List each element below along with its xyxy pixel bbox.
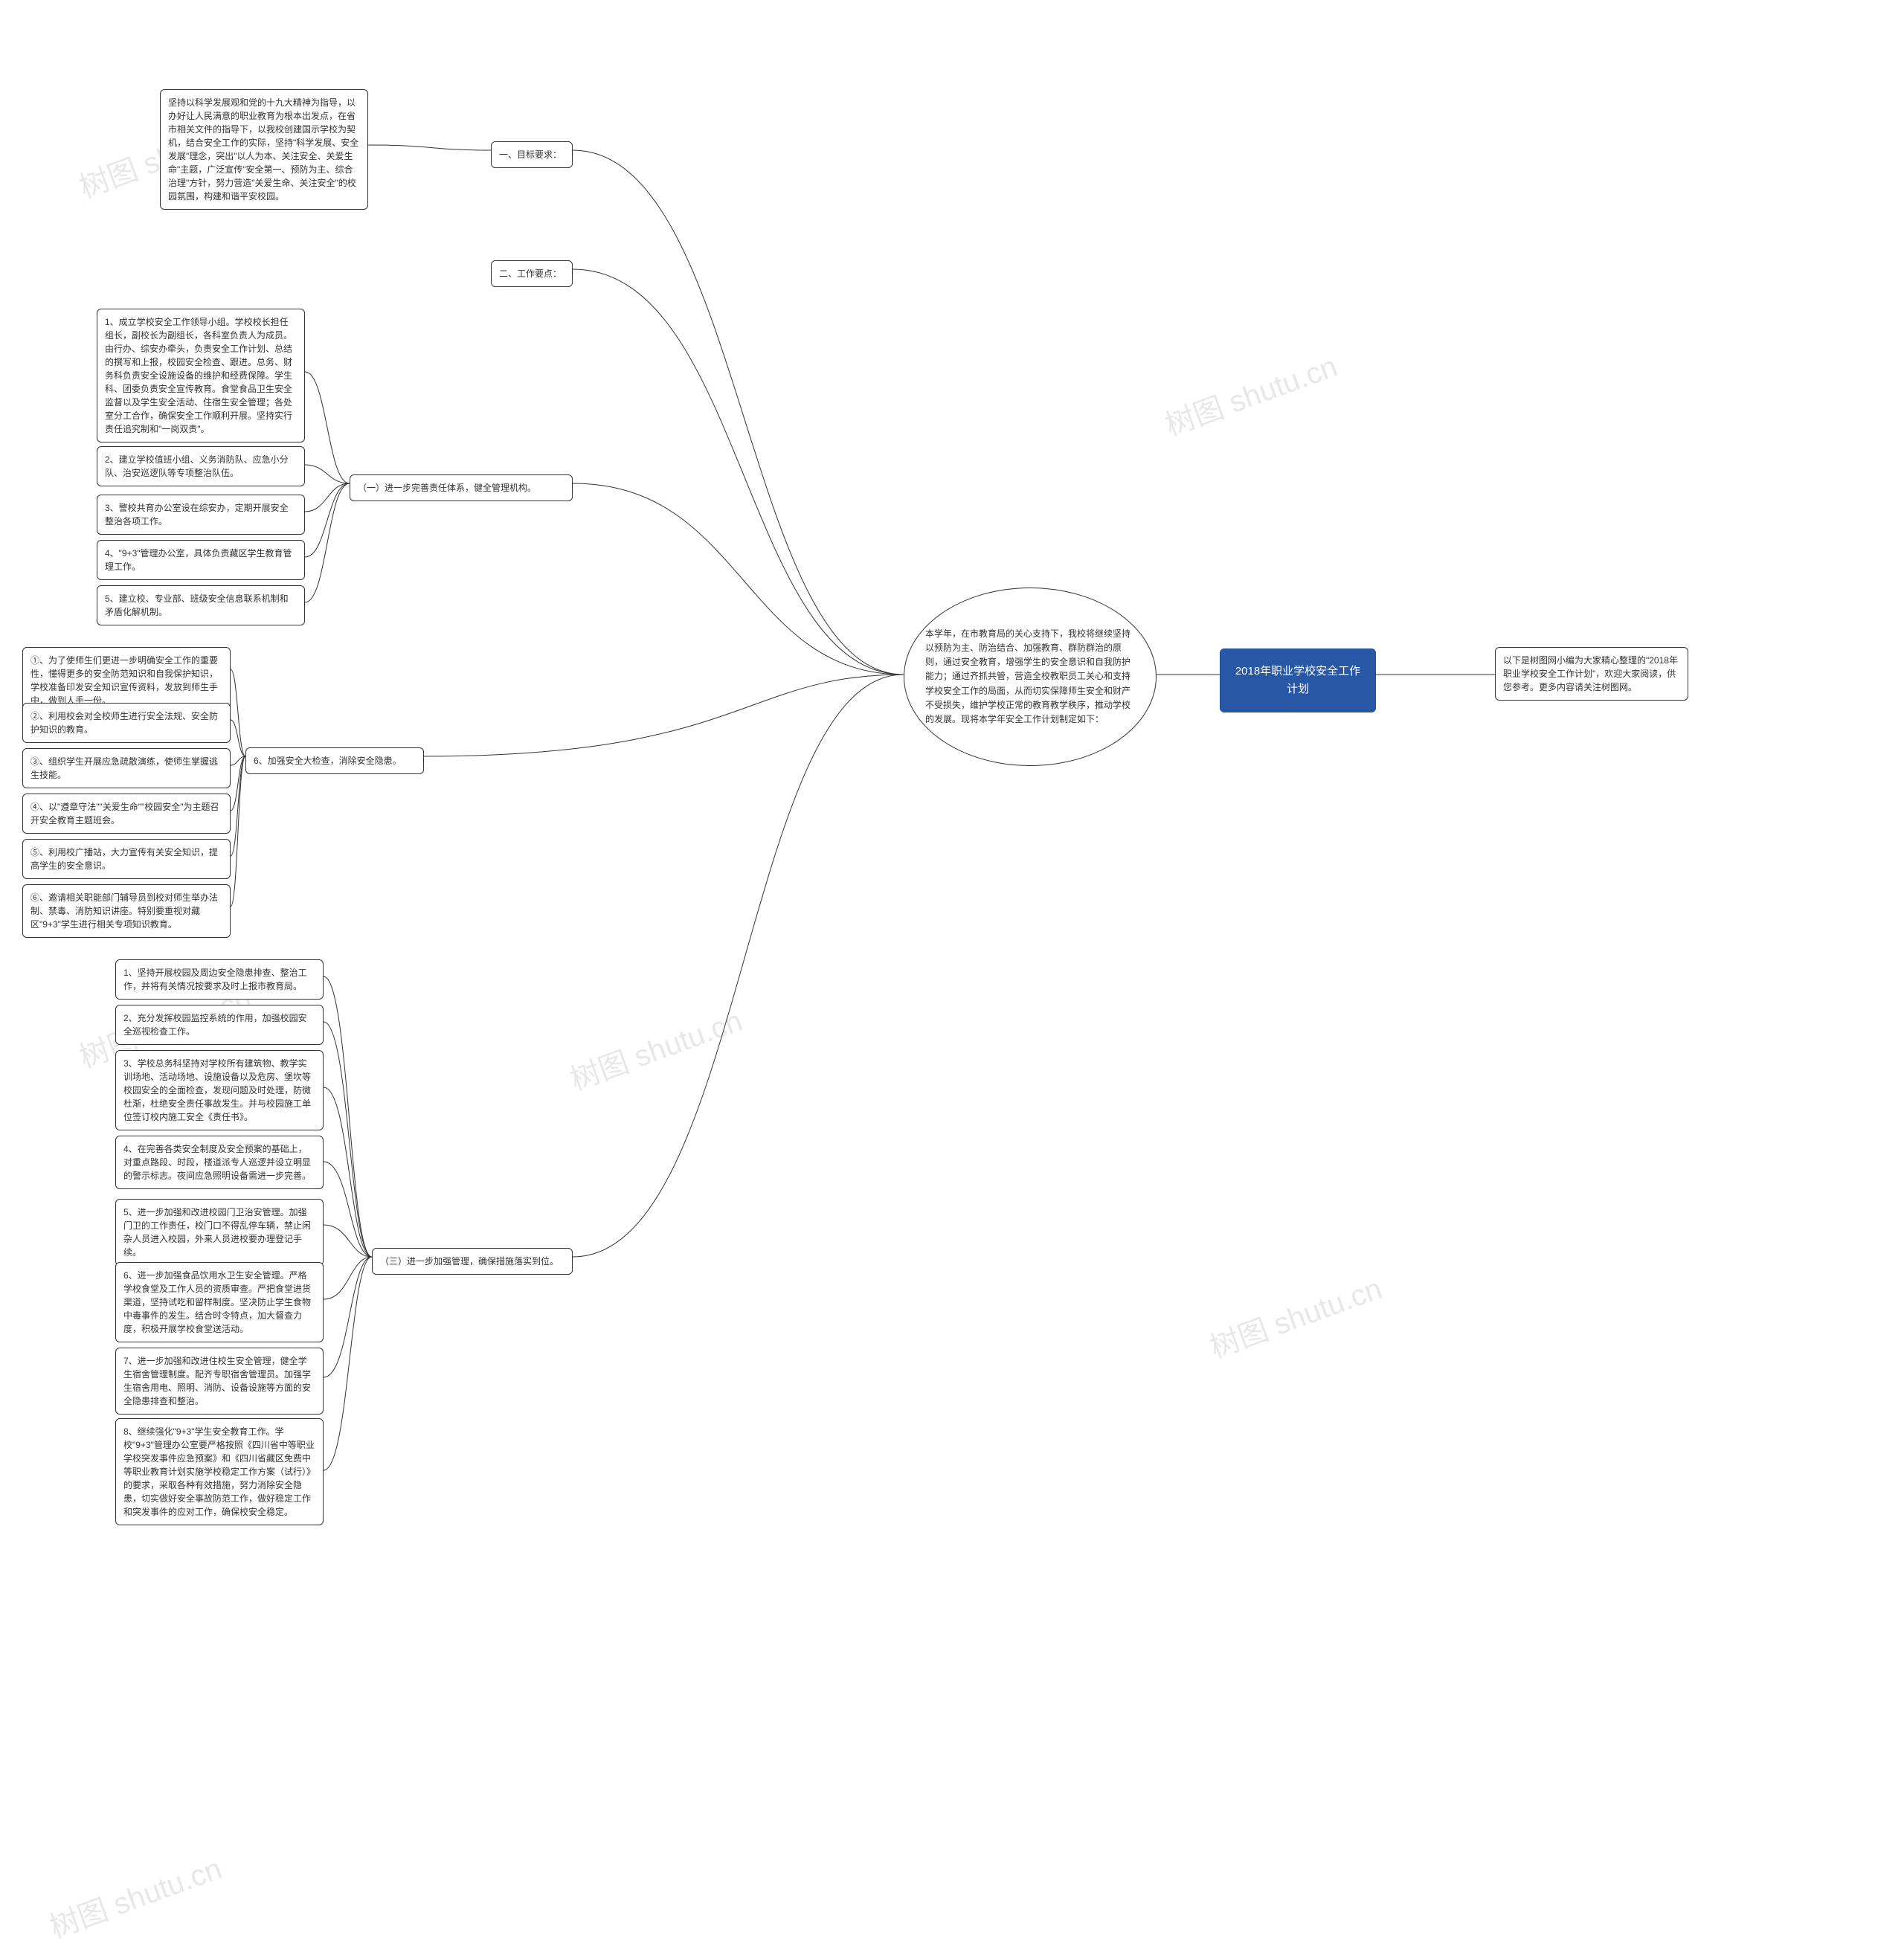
root-node[interactable]: 2018年职业学校安全工作计划 [1220, 649, 1376, 712]
responsibility-item: 5、建立校、专业部、班级安全信息联系机制和矛盾化解机制。 [97, 585, 305, 625]
management-item: 2、充分发挥校园监控系统的作用，加强校园安全巡视检查工作。 [115, 1005, 324, 1045]
management-item: 7、进一步加强和改进住校生安全管理，健全学生宿舍管理制度。配齐专职宿舍管理员。加… [115, 1348, 324, 1415]
inspection-item: ⑤、利用校广播站，大力宣传有关安全知识，提高学生的安全意识。 [22, 839, 231, 879]
l1-management-heading[interactable]: （三）进一步加强管理，确保措施落实到位。 [372, 1248, 573, 1275]
l1-responsibility-heading[interactable]: （一）进一步完善责任体系，健全管理机构。 [350, 474, 573, 501]
inspection-item: ④、以"遵章守法""关爱生命""校园安全"为主题召开安全教育主题班会。 [22, 794, 231, 834]
management-item: 4、在完善各类安全制度及安全预案的基础上，对重点路段、时段，楼道派专人巡逻并设立… [115, 1136, 324, 1189]
watermark: 树图 shutu.cn [42, 1844, 227, 1946]
l1-points-heading[interactable]: 二、工作要点： [491, 260, 573, 287]
watermark: 树图 shutu.cn [1203, 1264, 1387, 1366]
intro-text: 本学年，在市教育局的关心支持下，我校将继续坚持以预防为主、防治结合、加强教育、群… [925, 627, 1135, 727]
inspection-item: ②、利用校会对全校师生进行安全法规、安全防护知识的教育。 [22, 703, 231, 743]
watermark: 树图 shutu.cn [563, 997, 747, 1098]
management-item: 5、进一步加强和改进校园门卫治安管理。加强门卫的工作责任，校门口不得乱停车辆，禁… [115, 1199, 324, 1266]
intro-bubble: 本学年，在市教育局的关心支持下，我校将继续坚持以预防为主、防治结合、加强教育、群… [904, 588, 1157, 766]
management-item: 6、进一步加强食品饮用水卫生安全管理。严格学校食堂及工作人员的资质审查。严把食堂… [115, 1262, 324, 1342]
l1-inspection-heading[interactable]: 6、加强安全大检查，消除安全隐患。 [245, 747, 424, 774]
watermark: 树图 shutu.cn [1158, 342, 1342, 444]
responsibility-item: 3、警校共育办公室设在综安办，定期开展安全整治各项工作。 [97, 495, 305, 535]
inspection-item: ⑥、邀请相关职能部门辅导员到校对师生举办法制、禁毒、消防知识讲座。特别要重视对藏… [22, 884, 231, 938]
goal-text: 坚持以科学发展观和党的十九大精神为指导，以办好让人民满意的职业教育为根本出发点，… [160, 89, 368, 210]
responsibility-item: 2、建立学校值班小组、义务消防队、应急小分队、治安巡逻队等专项整治队伍。 [97, 446, 305, 486]
management-item: 8、继续强化"9+3"学生安全教育工作。学校"9+3"管理办公室要严格按照《四川… [115, 1418, 324, 1525]
inspection-item: ③、组织学生开展应急疏散演练，使师生掌握逃生技能。 [22, 748, 231, 788]
l1-goal-heading[interactable]: 一、目标要求： [491, 141, 573, 168]
responsibility-item: 4、"9+3"管理办公室，具体负责藏区学生教育管理工作。 [97, 540, 305, 580]
management-item: 1、坚持开展校园及周边安全隐患排查、整治工作，并将有关情况按要求及时上报市教育局… [115, 959, 324, 1000]
right-summary-note: 以下是树图网小编为大家精心整理的"2018年职业学校安全工作计划"，欢迎大家阅读… [1495, 647, 1688, 701]
responsibility-item: 1、成立学校安全工作领导小组。学校校长担任组长，副校长为副组长，各科室负责人为成… [97, 309, 305, 442]
management-item: 3、学校总务科坚持对学校所有建筑物、教学实训场地、活动场地、设施设备以及危房、堡… [115, 1050, 324, 1130]
